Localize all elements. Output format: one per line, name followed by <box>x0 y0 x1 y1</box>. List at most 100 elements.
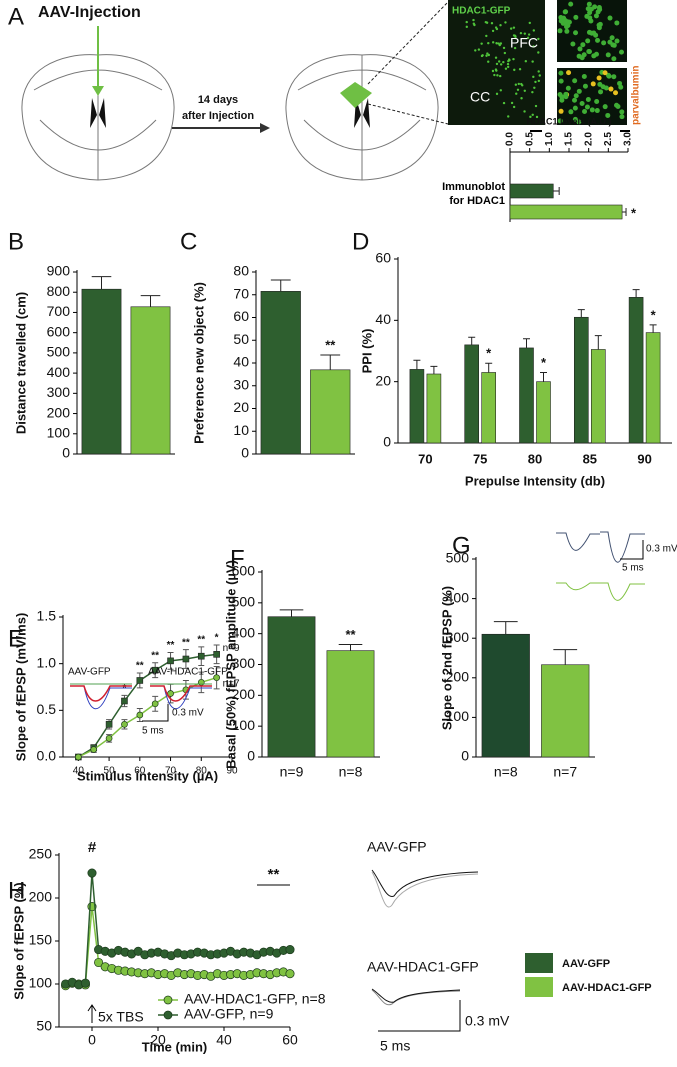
trace <box>371 871 479 908</box>
ventricle <box>354 98 370 128</box>
cell <box>605 52 611 58</box>
significance: * <box>486 346 492 361</box>
micrograph <box>448 0 545 125</box>
panel-label: G <box>452 532 471 559</box>
cell <box>506 65 510 69</box>
cell <box>523 110 526 113</box>
x-tick-label: n=8 <box>494 764 518 780</box>
annotation: # <box>88 839 97 856</box>
x-tick-label: n=8 <box>339 764 363 780</box>
brain-midline <box>297 55 427 180</box>
trace <box>150 685 212 710</box>
x-tick-label: 60 <box>134 766 146 777</box>
series-label: n=7 <box>223 678 240 689</box>
cell <box>611 56 617 62</box>
cell <box>573 14 579 20</box>
legend-marker <box>163 1010 173 1020</box>
cell <box>596 25 602 31</box>
error-bar <box>413 359 421 370</box>
cell <box>494 56 498 59</box>
cell <box>576 119 582 125</box>
y-tick-label: 400 <box>47 364 71 380</box>
y-tick-label: 200 <box>446 669 470 685</box>
significance: ** <box>182 637 190 648</box>
cell <box>486 52 489 55</box>
x-tick-label: 20 <box>150 1032 166 1048</box>
legend-label: AAV-HDAC1-GFP <box>562 982 652 994</box>
cell <box>528 21 531 25</box>
error-bar <box>91 276 112 290</box>
y-axis-label: Preference new object (%) <box>191 282 206 444</box>
cell <box>481 54 484 57</box>
cell <box>591 53 597 59</box>
marker <box>151 700 159 708</box>
x-tick-label: 70 <box>165 766 177 777</box>
y-tick-label: 500 <box>47 344 71 360</box>
marker <box>105 721 113 728</box>
cell <box>579 101 585 107</box>
cell <box>516 88 520 91</box>
error-bar <box>468 336 476 345</box>
cell <box>491 69 495 73</box>
marker <box>285 969 295 979</box>
y-tick-label: 500 <box>446 550 470 566</box>
cell <box>512 34 516 37</box>
marker <box>121 697 128 705</box>
cell <box>523 89 526 92</box>
cell <box>538 74 541 77</box>
cell <box>568 1 574 7</box>
cell <box>586 29 592 35</box>
marker <box>213 651 220 658</box>
y-axis-label: Slope of fEPSP (%) <box>11 882 26 1000</box>
trace <box>371 869 479 897</box>
cell <box>608 86 614 92</box>
cell <box>532 75 535 79</box>
cell <box>570 41 576 47</box>
bar <box>464 344 480 444</box>
x-tick-label: 50 <box>104 766 116 777</box>
x-tick-label: 0 <box>88 1032 96 1048</box>
y-tick-label: 400 <box>232 624 256 640</box>
cell <box>531 113 534 116</box>
trace <box>371 988 461 1003</box>
y-tick-label: 200 <box>29 889 53 905</box>
cell <box>582 83 588 89</box>
annotation: 5x TBS <box>98 1009 144 1025</box>
y-tick-label: 0 <box>461 748 469 764</box>
error-bar <box>577 309 585 318</box>
panel-label: B <box>8 228 24 255</box>
x-axis-label: Time (min) <box>142 1039 208 1054</box>
panel-label: E <box>8 625 24 652</box>
cell <box>497 60 501 63</box>
cell <box>510 101 514 105</box>
cell <box>585 38 591 44</box>
cell <box>558 108 564 114</box>
y-tick-label: 10 <box>233 422 249 438</box>
panel-label: D <box>352 228 369 255</box>
cell <box>474 49 477 52</box>
bar <box>481 372 497 444</box>
cell <box>564 28 570 34</box>
x-tick-label: 85 <box>583 451 597 466</box>
cell <box>485 54 488 57</box>
x-tick-label: 80 <box>196 766 208 777</box>
series-line <box>77 653 217 758</box>
significance: ** <box>136 661 144 672</box>
x-tick-label: 3.0 <box>623 132 634 146</box>
error-bar <box>622 208 627 216</box>
region-label: PFC <box>510 35 538 51</box>
cell <box>614 38 620 44</box>
x-tick-label: 90 <box>226 766 238 777</box>
error-bar <box>632 289 640 298</box>
error-bar <box>430 365 438 374</box>
cell <box>562 9 568 15</box>
cell <box>609 35 615 41</box>
cell <box>492 41 495 44</box>
y-tick-label: 400 <box>446 589 470 605</box>
y-tick-label: 1.0 <box>37 654 57 670</box>
x-tick-label: 75 <box>473 451 487 466</box>
cell <box>533 86 536 89</box>
cell <box>509 27 513 30</box>
trace <box>556 582 600 591</box>
y-tick-label: 60 <box>233 308 249 324</box>
